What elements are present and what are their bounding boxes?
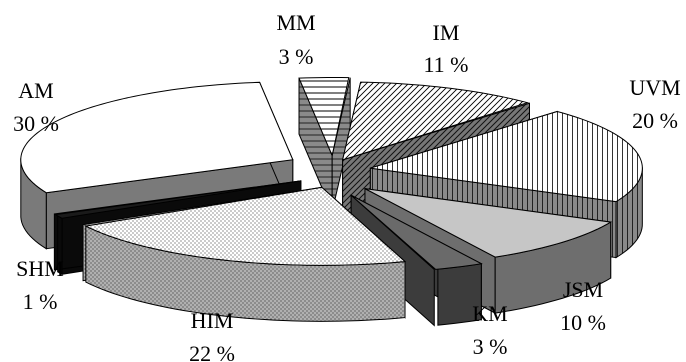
slice-percent-am: 30 % — [13, 111, 59, 136]
pie-slice-top-shm — [54, 180, 301, 219]
pie-slice-top-im — [341, 81, 530, 161]
pie-slice-top-mm — [298, 77, 350, 158]
slice-label-im: IM — [433, 20, 460, 45]
slice-label-am: AM — [18, 78, 53, 103]
slice-label-him: HIM — [191, 308, 234, 333]
slice-label-shm: SHM — [16, 256, 64, 281]
slice-label-uvm: UVM — [629, 75, 680, 100]
slice-percent-uvm: 20 % — [632, 108, 678, 133]
pie-slice-km — [350, 194, 483, 327]
slice-percent-shm: 1 % — [23, 289, 58, 314]
slice-percent-jsm: 10 % — [560, 310, 606, 335]
pie-slice-top-km — [350, 194, 483, 270]
pie-slice-top-uvm — [370, 110, 643, 203]
pie-slice-mm — [298, 77, 351, 212]
slice-percent-im: 11 % — [423, 52, 468, 77]
pie-slice-top-am — [20, 81, 294, 194]
slice-label-mm: MM — [276, 10, 315, 35]
slice-percent-km: 3 % — [473, 334, 508, 359]
slice-percent-mm: 3 % — [279, 44, 314, 69]
pie-slice-top-him — [84, 186, 407, 266]
slice-label-km: KM — [472, 301, 507, 326]
pie-slice-him — [82, 186, 407, 322]
pie-slice-top-jsm — [364, 188, 613, 258]
slice-label-jsm: JSM — [563, 277, 603, 302]
slice-percent-him: 22 % — [189, 341, 235, 362]
